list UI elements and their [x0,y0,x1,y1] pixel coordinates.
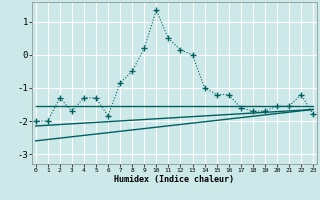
X-axis label: Humidex (Indice chaleur): Humidex (Indice chaleur) [115,175,234,184]
